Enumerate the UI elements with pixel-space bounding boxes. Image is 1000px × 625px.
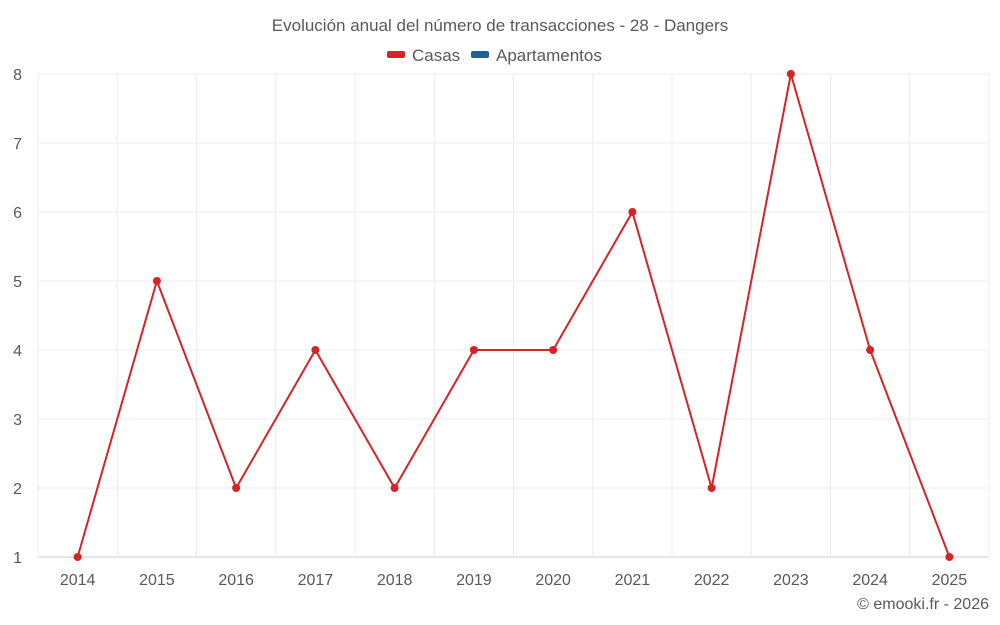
x-tick-label: 2022 [694,572,730,589]
x-tick-label: 2023 [773,572,809,589]
y-tick-label: 3 [13,412,22,429]
data-point[interactable] [469,346,478,354]
series-line [76,73,951,558]
data-point[interactable] [866,346,875,354]
legend-label-apartamentos[interactable]: Apartamentos [496,46,602,65]
y-tick-label: 4 [13,343,22,360]
y-tick-label: 7 [13,136,22,153]
data-point[interactable] [945,553,954,561]
x-tick-label: 2016 [218,572,254,589]
data-point[interactable] [786,70,795,78]
data-point[interactable] [707,484,716,492]
data-point[interactable] [232,484,241,492]
x-tick-label: 2021 [615,572,651,589]
y-tick-label: 5 [13,274,22,291]
data-point[interactable] [390,484,399,492]
data-point[interactable] [549,346,558,354]
credit-text: © emooki.fr - 2026 [857,596,989,613]
y-tick-label: 8 [13,67,22,84]
y-axis-ticks: 1 2 3 4 5 6 7 8 [13,67,22,567]
data-point[interactable] [152,277,161,285]
series-casas [73,70,954,561]
legend: Casas Apartamentos [387,46,602,65]
legend-swatch-casas [387,51,405,58]
legend-label-casas[interactable]: Casas [412,46,460,65]
x-tick-label: 2025 [932,572,968,589]
x-tick-label: 2018 [377,572,413,589]
x-tick-label: 2017 [298,572,334,589]
data-point[interactable] [311,346,320,354]
y-tick-label: 1 [13,550,22,567]
chart-title: Evolución anual del número de transaccio… [272,16,728,35]
x-axis-ticks: 2014 2015 2016 2017 2018 2019 2020 2021 2022 2023… [60,572,967,589]
data-point[interactable] [73,553,82,561]
x-tick-label: 2019 [456,572,492,589]
y-tick-label: 2 [13,481,22,498]
x-tick-label: 2014 [60,572,96,589]
x-tick-label: 2015 [139,572,175,589]
grid [37,73,990,558]
x-tick-label: 2024 [852,572,888,589]
x-tick-label: 2020 [535,572,571,589]
legend-swatch-apartamentos [471,51,489,58]
data-point[interactable] [628,208,637,216]
y-tick-label: 6 [13,205,22,222]
